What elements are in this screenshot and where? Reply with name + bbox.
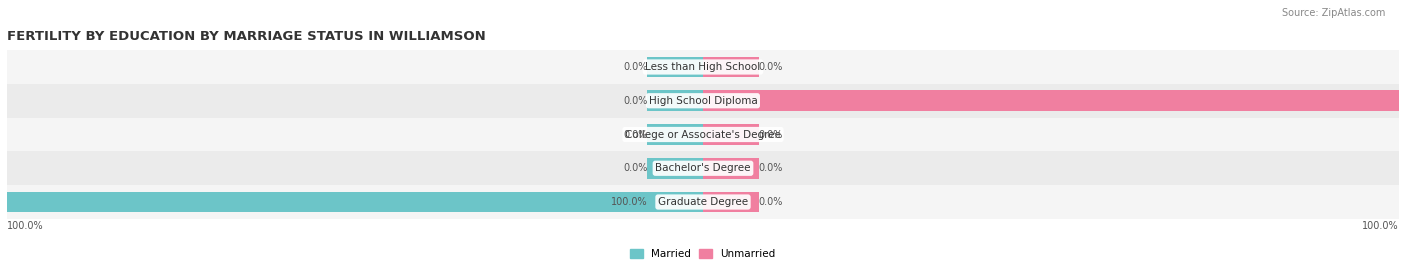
Bar <box>703 56 759 77</box>
Text: 0.0%: 0.0% <box>759 62 783 72</box>
Text: FERTILITY BY EDUCATION BY MARRIAGE STATUS IN WILLIAMSON: FERTILITY BY EDUCATION BY MARRIAGE STATU… <box>7 30 486 43</box>
Bar <box>7 50 1399 84</box>
Text: 0.0%: 0.0% <box>623 62 647 72</box>
Text: 0.0%: 0.0% <box>759 129 783 140</box>
Bar <box>7 84 1399 118</box>
Bar <box>703 124 759 145</box>
Text: 100.0%: 100.0% <box>610 197 647 207</box>
Bar <box>7 185 1399 219</box>
Legend: Married, Unmarried: Married, Unmarried <box>626 245 780 264</box>
Text: High School Diploma: High School Diploma <box>648 96 758 106</box>
Bar <box>703 90 1399 111</box>
Text: 0.0%: 0.0% <box>759 197 783 207</box>
Text: 100.0%: 100.0% <box>7 221 44 231</box>
Bar <box>647 158 703 179</box>
Bar <box>7 151 1399 185</box>
Text: Graduate Degree: Graduate Degree <box>658 197 748 207</box>
Text: Source: ZipAtlas.com: Source: ZipAtlas.com <box>1281 8 1385 18</box>
Text: 0.0%: 0.0% <box>623 129 647 140</box>
Text: Bachelor's Degree: Bachelor's Degree <box>655 163 751 173</box>
Text: 0.0%: 0.0% <box>623 96 647 106</box>
Text: 0.0%: 0.0% <box>623 163 647 173</box>
Text: 0.0%: 0.0% <box>759 163 783 173</box>
Text: College or Associate's Degree: College or Associate's Degree <box>626 129 780 140</box>
Bar <box>703 192 759 213</box>
Bar <box>703 158 759 179</box>
Bar <box>647 124 703 145</box>
Bar <box>647 56 703 77</box>
Bar <box>647 90 703 111</box>
Bar <box>7 118 1399 151</box>
Text: Less than High School: Less than High School <box>645 62 761 72</box>
Text: 100.0%: 100.0% <box>1362 221 1399 231</box>
Bar <box>7 192 703 213</box>
